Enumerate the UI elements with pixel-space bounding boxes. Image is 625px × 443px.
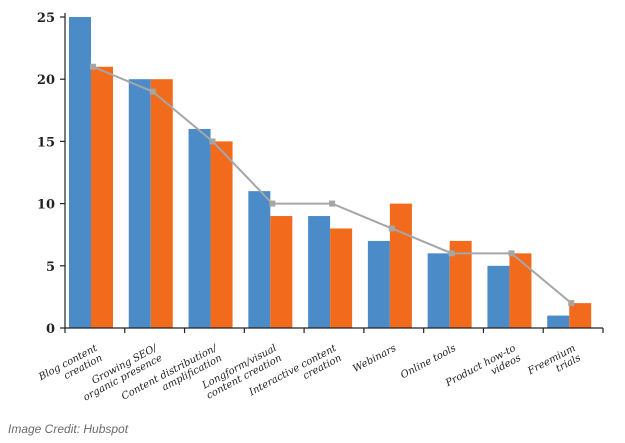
bar-series1-0 — [69, 17, 91, 328]
x-tick-label-5-line-0: Webinars — [351, 343, 398, 375]
bar-series2-6 — [449, 240, 472, 328]
bar-series1-7 — [487, 265, 510, 328]
y-tick-labels: 0 5 10 15 20 25 — [37, 11, 55, 337]
bar-series2-1 — [150, 79, 173, 328]
x-tick-label-6-line-0: Online tools — [399, 343, 458, 381]
y-tick-label-4: 20 — [37, 73, 55, 88]
line-point-7 — [508, 250, 515, 257]
bar-series1-6 — [427, 253, 450, 328]
bar-series2-4 — [330, 228, 353, 328]
x-tick-label-6: Online tools — [399, 343, 458, 381]
axes-group — [60, 13, 604, 333]
line-point-0 — [90, 63, 96, 70]
bar-series2-7 — [509, 253, 532, 328]
bar-series2-3 — [270, 216, 293, 328]
bar-series1-5 — [367, 240, 390, 328]
y-tick-label-5: 25 — [37, 11, 55, 26]
bar-series1-3 — [248, 191, 271, 328]
y-tick-label-2: 10 — [37, 198, 55, 213]
y-tick-label-1: 5 — [46, 260, 55, 275]
bar-series1-4 — [308, 216, 331, 328]
line-point-2 — [209, 138, 216, 145]
line-point-5 — [388, 225, 395, 232]
line-point-1 — [149, 88, 156, 95]
bar-series2-8 — [569, 303, 592, 328]
line-point-3 — [269, 200, 276, 207]
bar-series1-1 — [128, 79, 151, 328]
y-tick-label-3: 15 — [37, 135, 55, 150]
bar-series1-8 — [547, 315, 570, 328]
y-tick-label-0: 0 — [46, 322, 55, 337]
bar-series1-2 — [188, 128, 211, 328]
image-credit: Image Credit: Hubspot — [8, 422, 129, 436]
line-point-4 — [329, 200, 336, 207]
bars-group — [69, 17, 592, 328]
bar-series2-2 — [210, 141, 233, 328]
bar-series2-0 — [91, 66, 113, 328]
bar-series2-5 — [389, 203, 412, 328]
line-series-group — [90, 63, 575, 307]
line-point-8 — [568, 300, 575, 307]
x-tick-label-5: Webinars — [351, 343, 398, 375]
line-point-6 — [448, 250, 455, 257]
